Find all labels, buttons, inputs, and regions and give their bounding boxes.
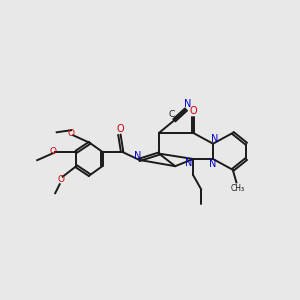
Text: O: O bbox=[116, 124, 124, 134]
Text: O: O bbox=[58, 175, 65, 184]
Text: N: N bbox=[209, 159, 217, 170]
Text: N: N bbox=[185, 158, 192, 169]
Text: N: N bbox=[184, 99, 191, 109]
Text: C: C bbox=[169, 110, 175, 119]
Text: N: N bbox=[211, 134, 218, 144]
Text: O: O bbox=[49, 147, 56, 156]
Text: CH₃: CH₃ bbox=[231, 184, 245, 193]
Text: O: O bbox=[190, 106, 198, 116]
Text: O: O bbox=[68, 129, 75, 138]
Text: N: N bbox=[134, 151, 142, 161]
